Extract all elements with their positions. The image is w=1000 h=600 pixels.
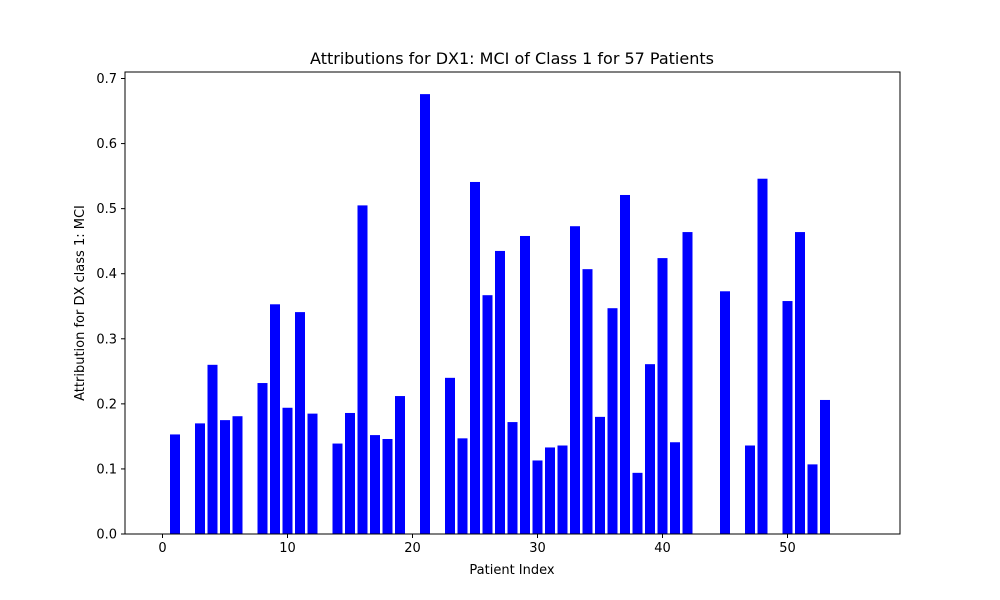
bar-patient-12: [307, 413, 318, 534]
bar-patient-18: [382, 438, 393, 534]
bar-patient-35: [595, 416, 605, 534]
bar-patient-1: [170, 434, 180, 534]
x-tick-label: 40: [654, 541, 671, 556]
bar-patient-4: [207, 364, 218, 534]
bar-patient-36: [607, 308, 618, 534]
bar-patient-32: [557, 445, 568, 534]
x-tick-label: 20: [404, 541, 421, 556]
bar-patient-33: [570, 226, 580, 534]
bar-patient-6: [232, 416, 243, 534]
bar-patient-24: [457, 438, 468, 534]
y-tick-label: 0.0: [96, 528, 117, 543]
bar-patient-37: [620, 194, 630, 534]
y-axis-ticks: 0.0 0.1 0.2 0.3 0.4 0.5 0.6 0.7: [96, 72, 125, 543]
y-tick-label: 0.7: [96, 72, 117, 87]
y-tick-label: 0.4: [96, 267, 117, 282]
bar-patient-47: [745, 445, 755, 534]
bar-patient-17: [370, 435, 380, 534]
bar-patient-51: [795, 232, 805, 534]
x-tick-label: 0: [158, 541, 166, 556]
bar-patient-23: [445, 377, 455, 534]
y-tick-label: 0.2: [96, 397, 117, 412]
bar-patient-30: [532, 460, 543, 534]
bar-patient-53: [820, 399, 830, 534]
bar-patient-39: [645, 364, 655, 534]
bar-patient-15: [345, 412, 355, 534]
y-tick-label: 0.6: [96, 137, 117, 152]
x-axis-ticks: 0 10 20 30 40 50: [158, 534, 796, 556]
bar-patient-38: [632, 472, 643, 534]
bar-patient-29: [520, 235, 530, 534]
bar-patient-31: [545, 447, 555, 534]
x-tick-label: 10: [279, 541, 296, 556]
bar-patient-14: [332, 443, 343, 534]
bar-patient-21: [420, 94, 430, 534]
bar-patient-42: [682, 232, 693, 534]
bar-patient-9: [270, 304, 280, 534]
y-axis-label: Attribution for DX class 1: MCI: [73, 205, 88, 401]
bar-patient-34: [582, 269, 593, 534]
bar-patient-25: [470, 181, 480, 535]
bar-patient-26: [482, 295, 493, 534]
y-tick-label: 0.1: [96, 462, 117, 477]
bar-patient-41: [670, 442, 680, 534]
x-tick-label: 50: [779, 541, 796, 556]
bar-patient-3: [195, 423, 205, 534]
plot-frame: [124, 71, 901, 535]
bar-patient-48: [757, 178, 768, 534]
x-axis-label: Patient Index: [469, 563, 554, 578]
y-tick-label: 0.3: [96, 332, 117, 347]
bar-patient-16: [357, 205, 368, 535]
bar-patient-5: [220, 420, 230, 534]
bar-patient-52: [807, 464, 818, 534]
bar-patient-45: [720, 291, 730, 534]
bar-patient-27: [495, 250, 505, 534]
bar-patient-11: [295, 312, 305, 534]
y-tick-label: 0.5: [96, 202, 117, 217]
bar-patient-19: [395, 396, 405, 534]
bar-patient-28: [507, 422, 518, 534]
bar-patient-50: [782, 301, 793, 534]
bar-patient-10: [282, 407, 293, 534]
x-tick-label: 30: [529, 541, 546, 556]
bar-patient-8: [257, 383, 268, 534]
bars-group: [170, 94, 830, 535]
bar-patient-40: [657, 258, 668, 534]
chart-title: Attributions for DX1: MCI of Class 1 for…: [310, 49, 714, 68]
